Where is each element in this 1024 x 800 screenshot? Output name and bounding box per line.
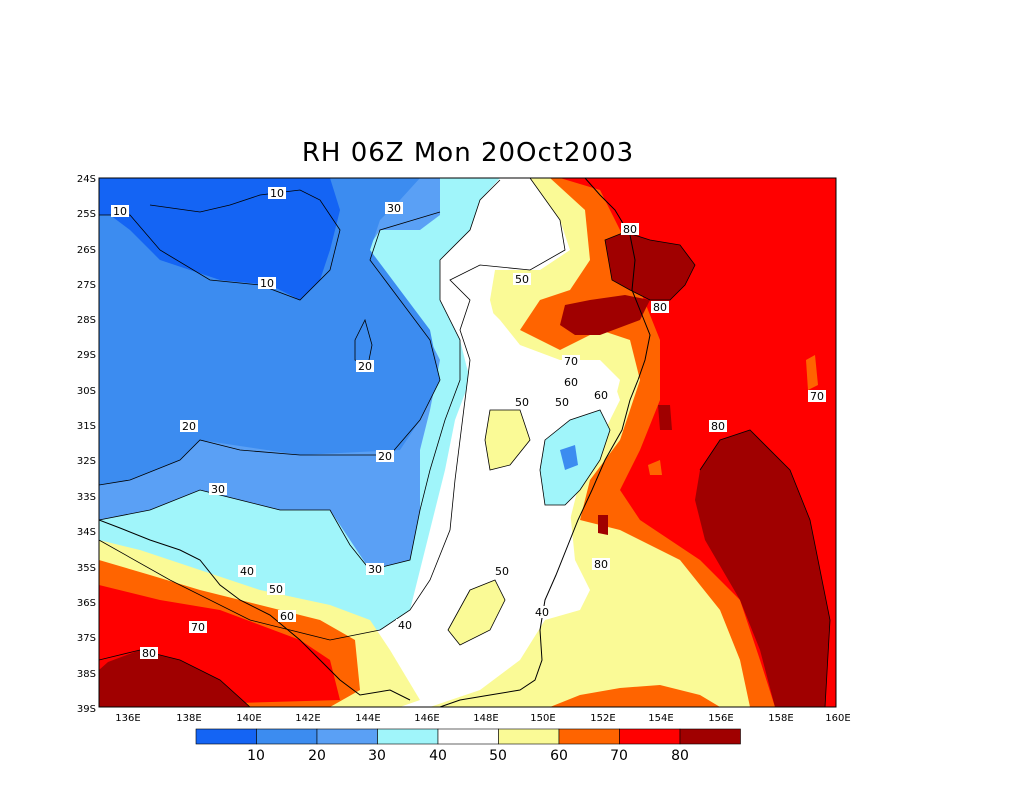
contour-label: 10 — [270, 187, 284, 200]
lat-tick: 34S — [77, 527, 96, 538]
contour-label: 10 — [113, 205, 127, 218]
lon-tick: 160E — [825, 713, 850, 724]
lat-tick: 29S — [77, 350, 96, 361]
lon-tick: 150E — [530, 713, 555, 724]
fill-east-darkred — [695, 430, 830, 707]
plot-frame — [98, 177, 837, 708]
colorbar-swatch — [437, 728, 499, 745]
fill-yellow-pocket-2 — [448, 580, 505, 645]
colorbar-tick: 40 — [429, 748, 447, 764]
lat-tick: 28S — [77, 315, 96, 326]
lon-tick: 144E — [355, 713, 380, 724]
contour-label: 50 — [269, 583, 283, 596]
contour-label: 40 — [240, 565, 254, 578]
contour-label: 80 — [142, 647, 156, 660]
lat-tick: 32S — [77, 456, 96, 467]
lon-tick: 152E — [590, 713, 615, 724]
contour-label: 80 — [653, 301, 667, 314]
fill-sw-darkred — [99, 650, 250, 707]
colorbar-legend — [195, 728, 741, 745]
contour-label: 70 — [564, 355, 578, 368]
contour-label: 50 — [515, 273, 529, 286]
lat-tick: 33S — [77, 492, 96, 503]
contour-label: 50 — [495, 565, 509, 578]
lat-tick: 24S — [77, 174, 96, 185]
colorbar-swatch — [195, 728, 257, 745]
fill-blue-pocket — [560, 445, 578, 470]
lat-tick: 25S — [77, 209, 96, 220]
coastline — [99, 178, 651, 707]
colorbar-swatch — [679, 728, 741, 745]
lon-tick: 138E — [176, 713, 201, 724]
contour-label: 20 — [182, 420, 196, 433]
colorbar-tick: 50 — [489, 748, 507, 764]
contour-label: 80 — [623, 223, 637, 236]
contour-label: 30 — [211, 483, 225, 496]
lon-tick: 154E — [648, 713, 673, 724]
contour-label: 60 — [280, 610, 294, 623]
colorbar-swatch — [377, 728, 439, 745]
colorbar-tick: 10 — [247, 748, 265, 764]
contour-label: 70 — [810, 390, 824, 403]
colorbar-swatch — [558, 728, 620, 745]
lon-tick: 140E — [236, 713, 261, 724]
colorbar-swatch — [619, 728, 681, 745]
lat-tick: 35S — [77, 563, 96, 574]
lat-tick: 27S — [77, 280, 96, 291]
colorbar-tick: 60 — [550, 748, 568, 764]
colorbar-swatch — [316, 728, 378, 745]
contour-label: 50 — [515, 396, 529, 409]
fill-dot-orange-2 — [648, 460, 662, 475]
fill-ne-darkred-2 — [560, 295, 650, 335]
fill-dot-darkred-1 — [658, 405, 672, 430]
colorbar-tick: 30 — [368, 748, 386, 764]
lon-axis: 136E 138E 140E 142E 144E 146E 148E 150E … — [115, 713, 850, 724]
contour-label: 20 — [358, 360, 372, 373]
contour-label: 80 — [711, 420, 725, 433]
lon-tick: 156E — [708, 713, 733, 724]
contour-label: 80 — [594, 558, 608, 571]
contour-label: 20 — [378, 450, 392, 463]
lon-tick: 136E — [115, 713, 140, 724]
lon-tick: 148E — [473, 713, 498, 724]
contour-label: 40 — [398, 619, 412, 632]
colorbar-tick: 20 — [308, 748, 326, 764]
fill-dot-orange-1 — [806, 355, 818, 390]
lon-tick: 146E — [414, 713, 439, 724]
contour-label: 40 — [535, 606, 549, 619]
contour-lines — [99, 178, 831, 707]
lat-tick: 39S — [77, 704, 96, 715]
lat-axis: 24S 25S 26S 27S 28S 29S 30S 31S 32S 33S … — [77, 174, 96, 715]
map-title: RH 06Z Mon 20Oct2003 — [301, 138, 635, 168]
lat-tick: 30S — [77, 386, 96, 397]
fill-south-orange — [550, 685, 720, 707]
lat-tick: 26S — [77, 245, 96, 256]
lon-tick: 158E — [768, 713, 793, 724]
contour-label: 60 — [564, 376, 578, 389]
lat-tick: 31S — [77, 421, 96, 432]
contour-label: 70 — [191, 621, 205, 634]
contour-label: 30 — [368, 563, 382, 576]
lat-tick: 36S — [77, 598, 96, 609]
contour-label: 50 — [555, 396, 569, 409]
colorbar-tick: 80 — [671, 748, 689, 764]
contour-fills — [99, 178, 836, 707]
fill-dot-darkred-2 — [598, 515, 608, 535]
fill-lt10-west — [99, 178, 340, 300]
colorbar-swatch — [498, 728, 560, 745]
contour-label: 60 — [594, 389, 608, 402]
colorbar-ticks: 10 20 30 40 50 60 70 80 — [247, 748, 689, 764]
lon-tick: 142E — [295, 713, 320, 724]
contour-label-group: 10 10 10 30 20 20 20 30 40 50 60 70 80 3… — [111, 187, 826, 660]
colorbar-tick: 70 — [610, 748, 628, 764]
colorbar-swatch — [256, 728, 318, 745]
fill-yellow-pocket-1 — [485, 410, 530, 470]
contour-label: 10 — [260, 277, 274, 290]
fill-ne-darkred — [605, 232, 695, 300]
contour-label: 30 — [387, 202, 401, 215]
lat-tick: 38S — [77, 669, 96, 680]
lat-tick: 37S — [77, 633, 96, 644]
